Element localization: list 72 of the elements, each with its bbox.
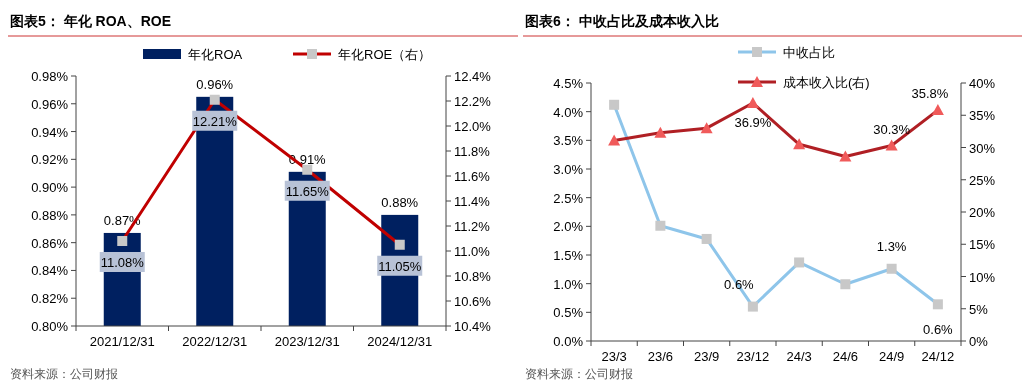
- y-tick-label: 0.86%: [31, 235, 69, 251]
- y2-tick-label: 35%: [969, 108, 996, 124]
- y2-tick-label: 12.2%: [454, 94, 492, 109]
- text: 资料来源：公司财报: [525, 367, 633, 381]
- data-label: 35.8%: [911, 86, 949, 102]
- chart-title: 图表6： 中收占比及成本收入比: [525, 13, 719, 29]
- y-tick-label: 0.90%: [31, 180, 69, 196]
- data-label: 0.6%: [724, 276, 755, 292]
- x-tick-label: 24/6: [832, 349, 859, 364]
- data-label: 11.05%: [378, 258, 422, 274]
- legend-label: 中收占比: [783, 45, 835, 60]
- y-tick-label: 3.0%: [553, 162, 584, 177]
- y2-tick-label: 40%: [969, 76, 996, 91]
- x-tick-label: 2023/12/31: [274, 334, 340, 349]
- y-tick-label: 0.94%: [31, 124, 69, 140]
- x-tick-label: 2022/12/31: [182, 334, 248, 349]
- data-label: 1.3%: [876, 238, 907, 254]
- data-label: 36.9%: [734, 115, 772, 130]
- y-tick-label: 0.84%: [31, 263, 69, 279]
- y-tick-label: 2.0%: [553, 219, 584, 235]
- y2-tick-label: 11.6%: [454, 169, 491, 184]
- y-tick-label: 0.92%: [31, 152, 69, 168]
- legend-label: 年化ROE（右）: [338, 47, 432, 62]
- y-tick-label: 0.5%: [553, 305, 584, 321]
- y2-tick-label: 11.4%: [454, 194, 491, 209]
- y2-tick-label: 11.2%: [454, 219, 491, 234]
- y2-tick-label: 30%: [969, 140, 996, 156]
- y-tick-label: 0.88%: [31, 207, 69, 223]
- y2-tick-label: 10%: [969, 269, 996, 285]
- y2-tick-label: 10.6%: [454, 294, 492, 309]
- y-tick-label: 0.82%: [31, 291, 69, 307]
- y-tick-label: 4.5%: [553, 76, 584, 91]
- data-label: 0.88%: [381, 194, 419, 210]
- y2-tick-label: 5%: [969, 301, 989, 317]
- y-tick-label: 0.96%: [31, 96, 69, 112]
- y-tick-label: 4.0%: [553, 104, 584, 120]
- y-tick-label: 2.5%: [553, 190, 584, 206]
- x-tick-label: 2021/12/31: [89, 334, 155, 349]
- legend-label: 成本收入比(右): [783, 75, 870, 90]
- chart-title: 图表5： 年化 ROA、ROE: [10, 13, 172, 29]
- y-tick-label: 0.80%: [31, 319, 69, 334]
- y2-tick-label: 20%: [969, 205, 996, 220]
- x-tick-label: 24/9: [878, 349, 905, 364]
- y-tick-label: 3.5%: [553, 133, 584, 149]
- y2-tick-label: 11.0%: [454, 244, 491, 259]
- y2-tick-label: 10.4%: [454, 319, 492, 334]
- x-tick-label: 24/12: [921, 349, 955, 364]
- data-label: 0.96%: [196, 76, 234, 92]
- data-label: 0.6%: [923, 322, 954, 338]
- y2-tick-label: 25%: [969, 172, 996, 188]
- y2-tick-label: 11.8%: [454, 144, 491, 159]
- y-tick-label: 0.98%: [31, 69, 69, 84]
- y2-tick-label: 12.0%: [454, 119, 492, 134]
- y-tick-label: 1.0%: [553, 276, 584, 292]
- y2-tick-label: 10.8%: [454, 269, 492, 284]
- y2-tick-label: 15%: [969, 237, 996, 253]
- data-label: 11.65%: [285, 183, 330, 199]
- x-tick-label: 23/3: [601, 349, 627, 364]
- x-tick-label: 24/3: [786, 349, 812, 364]
- data-label: 12.21%: [192, 113, 238, 129]
- x-tick-label: 2024/12/31: [367, 334, 433, 349]
- y2-tick-label: 0%: [969, 334, 989, 349]
- x-tick-label: 23/9: [693, 349, 720, 364]
- data-label: 30.3%: [873, 121, 911, 137]
- x-tick-label: 23/12: [736, 349, 770, 364]
- legend-label: 年化ROA: [188, 47, 243, 62]
- y2-tick-label: 12.4%: [454, 69, 492, 84]
- y-tick-label: 0.0%: [553, 334, 584, 349]
- y-tick-label: 1.5%: [553, 248, 584, 263]
- x-tick-label: 23/6: [647, 349, 674, 364]
- data-label: 11.08%: [100, 255, 145, 270]
- text: 资料来源：公司财报: [10, 367, 118, 381]
